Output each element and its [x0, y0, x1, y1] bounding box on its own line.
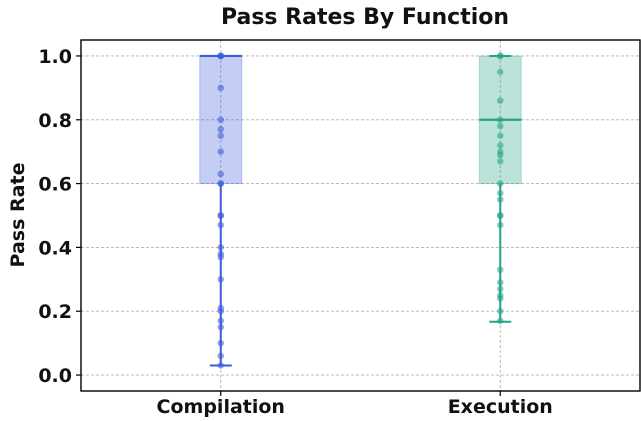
y-tick-label: 0.4	[38, 237, 72, 259]
data-point	[496, 116, 504, 124]
data-point	[496, 221, 504, 229]
data-point	[217, 323, 225, 331]
y-tick-label: 0.0	[38, 365, 72, 387]
data-point	[217, 317, 225, 325]
y-tick-label: 1.0	[38, 46, 72, 68]
data-point	[217, 212, 225, 219]
data-point	[496, 266, 504, 274]
data-point	[496, 132, 504, 140]
data-point	[496, 151, 504, 159]
data-point	[496, 196, 504, 203]
data-point	[496, 317, 504, 325]
data-point	[217, 352, 225, 360]
data-point	[496, 52, 504, 60]
data-point	[217, 362, 225, 369]
data-point	[217, 52, 225, 60]
data-point	[217, 116, 225, 124]
data-point	[496, 285, 504, 293]
plot-frame	[80, 39, 641, 392]
data-point	[496, 295, 504, 302]
data-point	[217, 170, 225, 178]
x-tick-label: Compilation	[157, 396, 285, 418]
x-ticks: Compilation Execution	[157, 391, 553, 418]
data-point	[496, 122, 504, 130]
data-point	[496, 97, 504, 104]
chart-title: Pass Rates By Function	[221, 5, 509, 30]
y-tick-label: 0.2	[38, 301, 72, 323]
data-point	[217, 132, 225, 140]
data-point	[496, 68, 504, 76]
points-layer	[217, 52, 504, 369]
y-ticks: 0.0 0.2 0.4 0.6 0.8 1.0	[38, 46, 81, 387]
x-tick-label: Execution	[448, 396, 553, 418]
data-point	[217, 126, 225, 133]
data-point	[217, 221, 225, 229]
y-tick-label: 0.8	[38, 110, 72, 132]
data-point	[217, 180, 225, 187]
data-point	[496, 279, 504, 286]
data-point	[496, 157, 504, 165]
data-point	[217, 276, 225, 283]
data-point	[496, 189, 504, 197]
boxes-layer	[199, 54, 522, 367]
data-point	[217, 148, 225, 155]
data-point	[217, 307, 225, 315]
data-point	[217, 339, 225, 347]
data-point	[496, 142, 504, 149]
data-point	[217, 244, 225, 251]
data-point	[496, 212, 504, 219]
data-point	[496, 180, 504, 187]
data-point	[496, 307, 504, 315]
data-point	[217, 84, 225, 92]
data-point	[217, 253, 225, 261]
y-tick-label: 0.6	[38, 174, 72, 196]
gridlines	[81, 40, 640, 391]
y-axis-label: Pass Rate	[7, 163, 29, 268]
